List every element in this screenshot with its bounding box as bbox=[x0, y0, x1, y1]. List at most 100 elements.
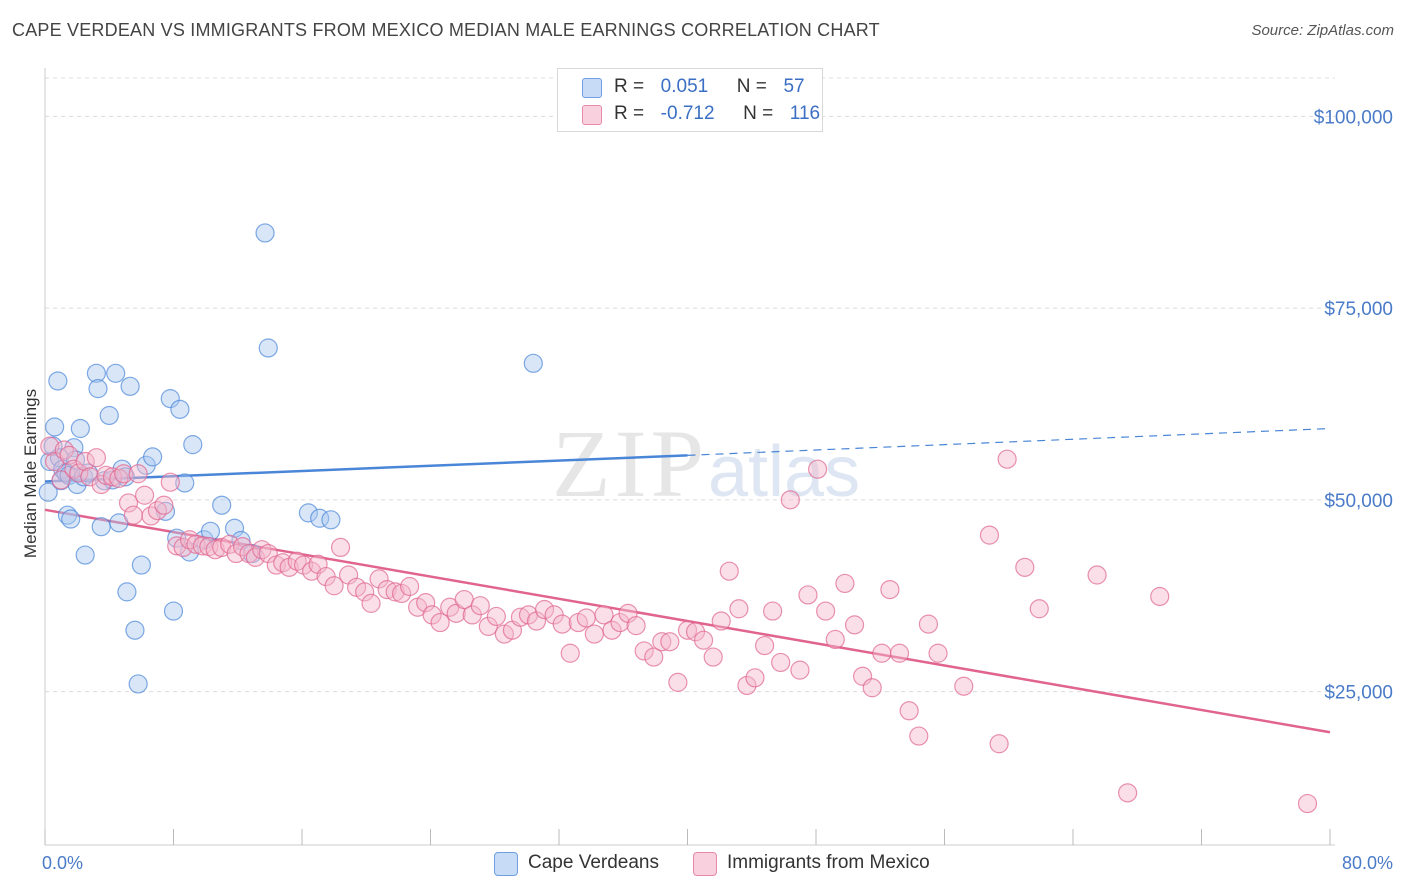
data-point bbox=[321, 510, 341, 530]
data-point bbox=[478, 616, 498, 637]
data-point bbox=[909, 726, 929, 746]
data-point bbox=[102, 467, 123, 487]
data-point bbox=[430, 612, 450, 633]
series-0-points bbox=[38, 223, 543, 694]
data-point bbox=[125, 620, 145, 640]
data-point bbox=[729, 599, 749, 619]
data-point bbox=[80, 467, 100, 487]
bottom-legend-swatch bbox=[693, 852, 717, 876]
data-point bbox=[534, 599, 555, 620]
axes bbox=[44, 68, 1335, 846]
bottom-legend-swatch bbox=[494, 852, 518, 876]
data-points bbox=[38, 223, 1318, 814]
legend-r-value: -0.712 bbox=[660, 103, 715, 124]
bottom-legend-label: Immigrants from Mexico bbox=[727, 852, 930, 873]
data-point bbox=[120, 376, 140, 396]
data-point bbox=[51, 470, 71, 490]
x-tick-label: 0.0% bbox=[42, 853, 83, 873]
data-point bbox=[118, 493, 139, 513]
trend-line-extension-0 bbox=[687, 427, 1331, 456]
data-point bbox=[1087, 565, 1107, 585]
data-point bbox=[255, 223, 275, 243]
data-point bbox=[928, 643, 948, 663]
axis-labels: $25,000 $50,000 $75,000 $100,000 0.0% 80.0% Me… bbox=[21, 107, 1393, 873]
data-point bbox=[361, 593, 381, 613]
data-point bbox=[872, 643, 892, 663]
correlation-legend: R = 0.051 N = 57 R = -0.712 N = 116 bbox=[557, 68, 823, 132]
data-point bbox=[212, 495, 232, 515]
watermark-atlas: atlas bbox=[708, 432, 861, 512]
data-point bbox=[634, 641, 654, 661]
data-point bbox=[576, 608, 596, 628]
data-point bbox=[626, 616, 646, 636]
data-point bbox=[652, 632, 672, 652]
data-point bbox=[560, 643, 580, 663]
data-point bbox=[844, 615, 865, 635]
y-tick-label: $25,000 bbox=[1324, 683, 1393, 704]
data-point bbox=[143, 447, 163, 467]
data-point bbox=[808, 459, 828, 479]
bottom-legend-label: Cape Verdeans bbox=[528, 852, 659, 873]
data-point bbox=[677, 620, 698, 640]
data-point bbox=[183, 435, 203, 455]
trend-line-0 bbox=[44, 454, 688, 483]
data-point bbox=[1118, 783, 1138, 803]
data-point bbox=[61, 509, 81, 529]
data-point bbox=[369, 569, 389, 589]
y-tick-label: $100,000 bbox=[1314, 107, 1393, 128]
data-point bbox=[128, 674, 148, 694]
legend-n-label: N = bbox=[743, 103, 774, 124]
data-point bbox=[510, 607, 531, 627]
data-point bbox=[355, 582, 375, 602]
data-point bbox=[40, 436, 60, 456]
data-point bbox=[798, 585, 818, 605]
data-point bbox=[70, 418, 90, 439]
data-point bbox=[594, 605, 614, 625]
data-point bbox=[997, 449, 1017, 469]
data-point bbox=[526, 611, 547, 631]
chart-source: Source: ZipAtlas.com bbox=[1251, 22, 1394, 39]
data-point bbox=[160, 472, 180, 492]
data-point bbox=[422, 605, 442, 625]
data-point bbox=[106, 363, 126, 383]
data-point bbox=[400, 576, 420, 597]
data-point bbox=[75, 545, 95, 565]
trend-lines bbox=[44, 427, 1331, 734]
data-point bbox=[703, 647, 723, 667]
watermark: ZIPatlas bbox=[552, 408, 860, 519]
data-point bbox=[954, 676, 974, 696]
data-point bbox=[141, 506, 161, 526]
data-point bbox=[552, 614, 572, 634]
y-tick-label: $75,000 bbox=[1324, 299, 1393, 320]
data-point bbox=[862, 678, 882, 698]
data-point bbox=[117, 582, 137, 602]
data-point bbox=[134, 485, 155, 505]
y-tick-label: $50,000 bbox=[1324, 491, 1393, 512]
legend-n-label: N = bbox=[736, 76, 767, 97]
data-point bbox=[160, 389, 180, 409]
data-point bbox=[391, 583, 412, 604]
data-point bbox=[790, 660, 810, 680]
legend-r-label: R = bbox=[614, 76, 645, 97]
data-point bbox=[825, 629, 845, 650]
data-point bbox=[45, 417, 65, 437]
data-point bbox=[816, 601, 836, 621]
data-point bbox=[737, 675, 757, 696]
data-point bbox=[693, 630, 714, 650]
data-point bbox=[1297, 793, 1318, 814]
data-point bbox=[1150, 586, 1170, 607]
data-point bbox=[258, 338, 278, 358]
data-point bbox=[979, 525, 1000, 545]
data-point bbox=[298, 503, 319, 523]
series-1-points bbox=[40, 436, 1318, 814]
data-point bbox=[711, 611, 731, 631]
data-point bbox=[668, 672, 688, 692]
data-point bbox=[330, 537, 351, 558]
legend-n-value: 57 bbox=[783, 76, 805, 97]
data-point bbox=[377, 579, 397, 600]
legend-n-value: 116 bbox=[789, 103, 821, 124]
data-point bbox=[899, 701, 919, 721]
grid-lines bbox=[45, 77, 1335, 693]
data-point bbox=[88, 379, 108, 399]
